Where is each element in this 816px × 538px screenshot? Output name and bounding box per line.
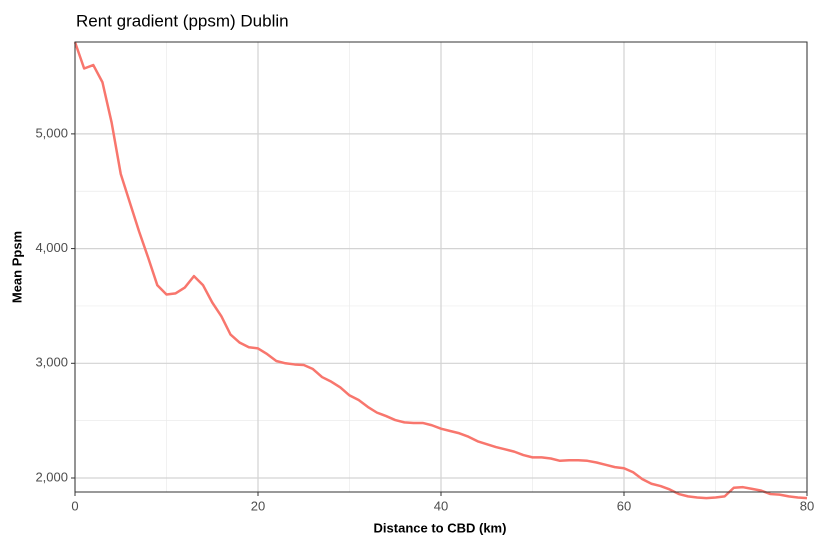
y-tick-label: 4,000: [35, 240, 68, 255]
chart-title: Rent gradient (ppsm) Dublin: [76, 11, 289, 30]
y-tick-label: 2,000: [35, 469, 68, 484]
x-axis-title: Distance to CBD (km): [374, 520, 507, 535]
panel-border: [74, 41, 808, 493]
x-tick-label: 40: [434, 498, 448, 513]
x-tick-label: 60: [617, 498, 631, 513]
x-tick-label: 0: [71, 498, 78, 513]
y-tick-label: 5,000: [35, 125, 68, 140]
x-tick-label: 20: [251, 498, 265, 513]
y-tick-label: 3,000: [35, 355, 68, 370]
data-line: [73, 41, 808, 500]
x-tick-label: 80: [800, 498, 814, 513]
y-axis-title: Mean Ppsm: [9, 231, 24, 303]
